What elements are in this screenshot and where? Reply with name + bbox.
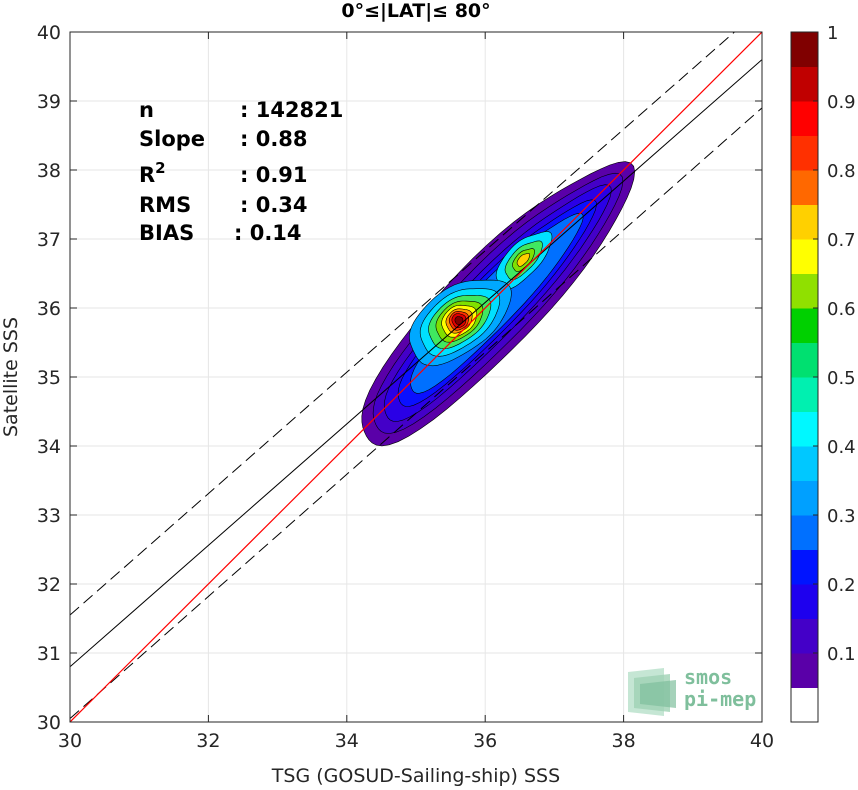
stat-value: : 0.91 — [240, 163, 308, 187]
lower-dashed-line — [70, 107, 762, 719]
colorbar-level — [791, 480, 818, 516]
colorbar-level — [791, 411, 818, 447]
colorbar-level — [791, 342, 818, 378]
stat-superscript: 2 — [155, 159, 165, 177]
stat-value: : 0.88 — [240, 127, 308, 151]
x-tick-label: 36 — [473, 730, 497, 752]
colorbar-level — [791, 101, 818, 136]
logo-line1: smos — [684, 665, 732, 689]
stat-name: n — [139, 98, 154, 122]
y-tick-label: 35 — [37, 367, 61, 389]
fit-lines — [70, 32, 762, 722]
smos-pi-mep-logo: smos pi-mep — [628, 665, 756, 716]
colorbar-level — [791, 32, 818, 67]
colorbar-level — [791, 239, 818, 274]
stat-value: : 142821 — [240, 98, 343, 122]
x-tick-label: 34 — [335, 730, 359, 752]
x-tick-label: 30 — [58, 730, 82, 752]
y-tick-label: 40 — [37, 22, 61, 44]
y-tick-label: 38 — [37, 160, 61, 182]
y-tick-label: 39 — [37, 91, 61, 113]
colorbar-tick-label: 0.8 — [827, 161, 856, 182]
y-tick-label: 34 — [37, 436, 61, 458]
colorbar-level — [791, 549, 818, 585]
colorbar-level — [791, 687, 818, 723]
y-tick-label: 33 — [37, 505, 61, 527]
y-axis-label: Satellite SSS — [0, 317, 22, 437]
colorbar-level — [791, 135, 818, 171]
regression-line — [70, 59, 762, 668]
y-axis: 30 31 32 33 34 35 36 37 38 39 40 — [37, 22, 762, 734]
colorbar-tick-label: 0.3 — [827, 506, 856, 527]
colorbar-level — [791, 515, 818, 550]
y-tick-label: 31 — [37, 643, 61, 665]
colorbar-level — [791, 653, 818, 688]
colorbar-level — [791, 618, 818, 654]
grid — [69, 31, 763, 723]
colorbar-level — [791, 377, 818, 412]
colorbar-level — [791, 204, 818, 240]
colorbar-tick-label: 0.9 — [827, 92, 856, 113]
colorbar: 0.1 0.2 0.3 0.4 0.5 0.6 0.7 0.8 0.9 1 — [790, 23, 856, 723]
upper-dashed-line — [70, 32, 736, 616]
x-axis: 30 32 34 36 38 40 — [58, 32, 774, 752]
stats-box: n : 142821 Slope : 0.88 R2 : 0.91 RMS : 0.34 BIA… — [139, 98, 343, 245]
stat-value: : 0.14 — [234, 221, 302, 245]
colorbar-tick-label: 0.6 — [827, 299, 856, 320]
logo-line2: pi-mep — [684, 687, 756, 711]
colorbar-tick-label: 0.5 — [827, 368, 856, 389]
colorbar-tick-label: 0.4 — [827, 437, 856, 458]
chart-title: 0°≤|LAT|≤ 80° — [341, 0, 490, 22]
density-level-secondary — [516, 253, 530, 267]
y-tick-label: 30 — [37, 712, 61, 734]
y-tick-label: 36 — [37, 298, 61, 320]
colorbar-level — [791, 446, 818, 481]
y-tick-label: 32 — [37, 574, 61, 596]
x-tick-label: 40 — [750, 730, 774, 752]
stat-name: R2 — [139, 159, 166, 187]
x-axis-label: TSG (GOSUD-Sailing-ship) SSS — [271, 765, 560, 787]
y-tick-label: 37 — [37, 229, 61, 251]
colorbar-level — [791, 273, 818, 309]
colorbar-level — [791, 584, 818, 619]
colorbar-tick-label: 0.7 — [827, 230, 856, 251]
colorbar-tick-label: 1 — [827, 23, 838, 44]
stat-name: Slope — [139, 127, 205, 151]
colorbar-level — [791, 170, 818, 205]
one-to-one-line — [70, 32, 762, 722]
colorbar-tick-label: 0.1 — [827, 644, 856, 665]
colorbar-level — [791, 66, 818, 102]
colorbar-level — [791, 308, 818, 343]
x-tick-label: 32 — [196, 730, 220, 752]
stat-value: : 0.34 — [240, 193, 308, 217]
stat-name: BIAS — [139, 221, 194, 245]
stat-name: RMS — [139, 193, 191, 217]
colorbar-tick-label: 0.2 — [827, 575, 856, 596]
x-tick-label: 38 — [612, 730, 636, 752]
